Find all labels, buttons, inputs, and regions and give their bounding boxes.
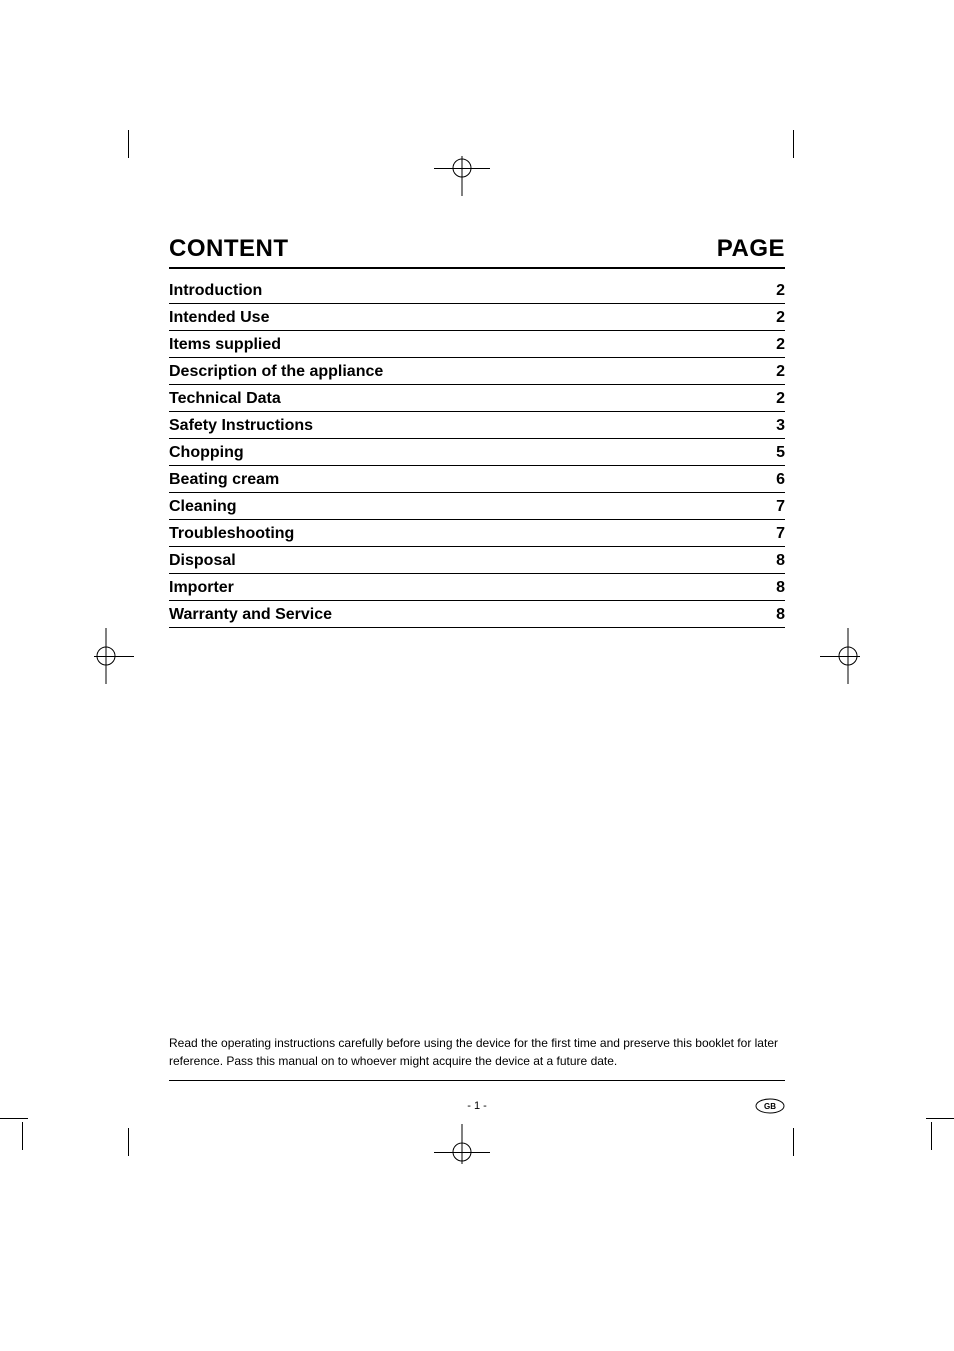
toc-row: Safety Instructions 3 — [169, 412, 785, 439]
toc-row: Troubleshooting 7 — [169, 520, 785, 547]
registration-mark — [78, 628, 134, 684]
crop-mark — [926, 1118, 954, 1119]
toc-title: Warranty and Service — [169, 606, 332, 624]
toc-page: 2 — [776, 363, 785, 381]
toc-row: Cleaning 7 — [169, 493, 785, 520]
badge-text: GB — [764, 1102, 776, 1111]
toc-row: Disposal 8 — [169, 547, 785, 574]
heading-content: CONTENT — [169, 235, 289, 263]
registration-mark — [434, 1124, 490, 1180]
toc-title: Safety Instructions — [169, 417, 313, 435]
crop-mark — [22, 1122, 23, 1150]
crop-mark — [793, 1128, 794, 1156]
content-frame: CONTENT PAGE Introduction2Intended Use2I… — [169, 235, 785, 628]
toc-row: Items supplied 2 — [169, 331, 785, 358]
registration-mark — [434, 140, 490, 196]
toc-title: Items supplied — [169, 336, 281, 354]
note-rule — [169, 1080, 785, 1081]
page-number: - 1 - — [467, 1100, 487, 1112]
toc-list: Introduction2Intended Use2Items supplied… — [169, 277, 785, 628]
crop-mark — [128, 1128, 129, 1156]
toc-title: Beating cream — [169, 471, 279, 489]
toc-page: 7 — [776, 498, 785, 516]
crop-mark — [931, 1122, 932, 1150]
note-block: Read the operating instructions carefull… — [169, 1034, 785, 1081]
crop-mark — [128, 130, 129, 158]
toc-title: Introduction — [169, 282, 262, 300]
toc-title: Cleaning — [169, 498, 237, 516]
footer: - 1 - GB — [169, 1100, 785, 1112]
toc-row: Chopping 5 — [169, 439, 785, 466]
toc-row: Warranty and Service 8 — [169, 601, 785, 628]
toc-title: Troubleshooting — [169, 525, 294, 543]
toc-page: 5 — [776, 444, 785, 462]
toc-title: Technical Data — [169, 390, 281, 408]
toc-title: Chopping — [169, 444, 244, 462]
registration-mark — [820, 628, 876, 684]
toc-page: 8 — [776, 606, 785, 624]
crop-mark — [0, 1118, 28, 1119]
toc-page: 2 — [776, 282, 785, 300]
toc-row: Description of the appliance 2 — [169, 358, 785, 385]
toc-title: Disposal — [169, 552, 236, 570]
toc-row: Importer 8 — [169, 574, 785, 601]
toc-title: Importer — [169, 579, 234, 597]
toc-page: 3 — [776, 417, 785, 435]
toc-row: Technical Data 2 — [169, 385, 785, 412]
note-text: Read the operating instructions carefull… — [169, 1034, 785, 1070]
toc-row: Intended Use 2 — [169, 304, 785, 331]
toc-page: 8 — [776, 552, 785, 570]
toc-page: 6 — [776, 471, 785, 489]
language-badge: GB — [755, 1098, 785, 1119]
heading-page: PAGE — [717, 235, 785, 263]
toc-page: 2 — [776, 336, 785, 354]
toc-row: Beating cream 6 — [169, 466, 785, 493]
crop-mark — [793, 130, 794, 158]
toc-page: 2 — [776, 309, 785, 327]
toc-page: 7 — [776, 525, 785, 543]
toc-title: Description of the appliance — [169, 363, 383, 381]
toc-page: 8 — [776, 579, 785, 597]
toc-row: Introduction 2 — [169, 277, 785, 304]
page: CONTENT PAGE Introduction2Intended Use2I… — [0, 0, 954, 1351]
toc-title: Intended Use — [169, 309, 269, 327]
toc-page: 2 — [776, 390, 785, 408]
toc-header: CONTENT PAGE — [169, 235, 785, 269]
